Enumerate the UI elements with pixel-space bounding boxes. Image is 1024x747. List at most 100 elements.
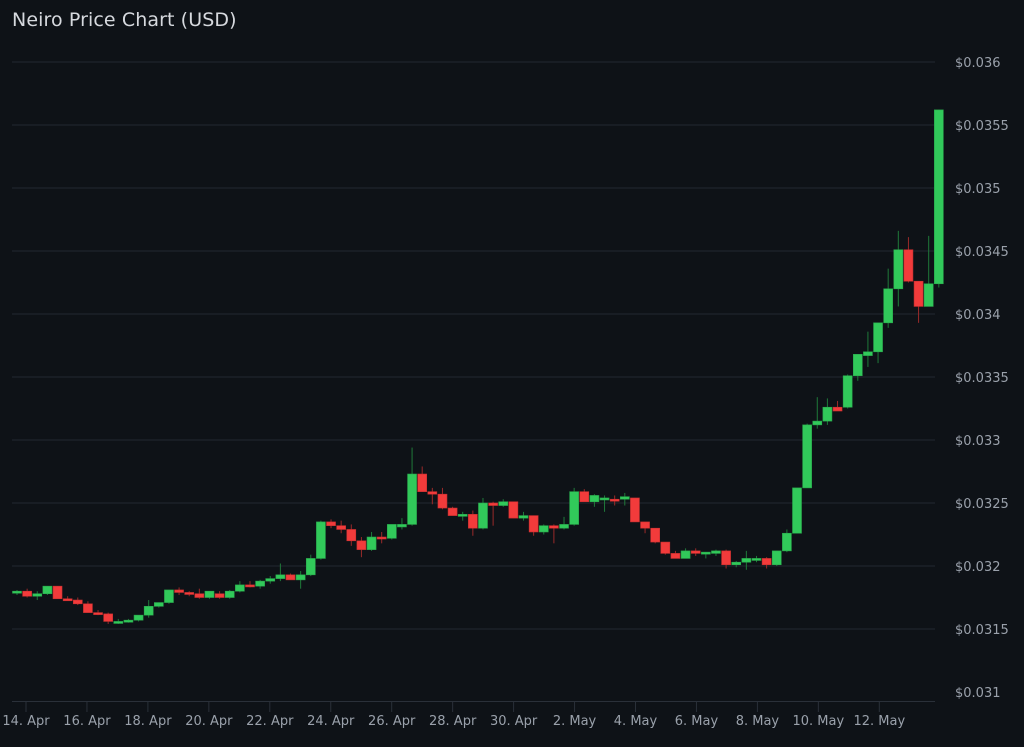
candle-up xyxy=(32,593,43,597)
y-tick-label: $0.035 xyxy=(955,182,1001,197)
candle-up xyxy=(295,574,306,581)
candle-down xyxy=(214,593,225,598)
candle-down xyxy=(62,598,73,602)
candle-down xyxy=(579,491,590,503)
candle-down xyxy=(93,612,103,615)
candle-up xyxy=(235,584,245,592)
candle-down xyxy=(508,501,519,519)
candle-up xyxy=(792,487,802,534)
y-tick-label: $0.033 xyxy=(955,434,1001,449)
candle-up xyxy=(842,375,853,408)
x-tick-label: 10. May xyxy=(793,714,845,729)
candle-up xyxy=(569,491,579,525)
x-axis: 14. Apr 16. Apr 18. Apr 20. Apr 22. Apr 24. A… xyxy=(2,701,935,729)
candles xyxy=(12,109,944,624)
candle-down xyxy=(437,493,448,509)
candle-up xyxy=(316,521,326,559)
candle-down xyxy=(650,527,660,543)
candle-down xyxy=(549,525,559,529)
candle-down xyxy=(447,507,458,516)
candle-up xyxy=(42,585,53,595)
x-tick-label: 24. Apr xyxy=(307,714,355,729)
candle-down xyxy=(417,473,428,492)
candle-up xyxy=(305,558,316,576)
candle-up xyxy=(224,590,235,598)
chart-title: Neiro Price Chart (USD) xyxy=(12,9,237,31)
candle-down xyxy=(427,491,438,495)
candle-up xyxy=(387,524,397,539)
candle-up xyxy=(822,406,833,422)
candle-up xyxy=(518,515,529,519)
candle-down xyxy=(660,541,671,554)
candle-down xyxy=(285,574,296,581)
candle-down xyxy=(194,593,205,598)
x-tick-label: 2. May xyxy=(553,714,597,729)
candle-up xyxy=(802,424,812,489)
candle-down xyxy=(640,521,650,529)
candle-down xyxy=(528,515,539,533)
candle-down xyxy=(22,590,32,597)
candle-down xyxy=(670,553,681,559)
candle-down xyxy=(356,540,367,550)
candle-up xyxy=(538,525,549,533)
x-tick-label: 28. Apr xyxy=(429,714,477,729)
y-tick-label: $0.0325 xyxy=(955,497,1009,512)
y-tick-label: $0.031 xyxy=(955,686,1001,701)
candle-down xyxy=(468,514,478,529)
y-tick-label: $0.0315 xyxy=(955,623,1009,638)
candle-down xyxy=(72,599,83,605)
candle-down xyxy=(721,550,731,566)
candle-up xyxy=(934,109,944,285)
y-tick-label: $0.032 xyxy=(955,560,1001,575)
candle-up xyxy=(164,589,174,603)
candle-up xyxy=(701,551,711,555)
candle-up xyxy=(863,351,873,356)
x-tick-label: 18. Apr xyxy=(124,714,172,729)
x-tick-label: 8. May xyxy=(736,714,780,729)
x-tick-label: 30. Apr xyxy=(490,714,538,729)
candle-up xyxy=(771,550,782,566)
x-tick-label: 6. May xyxy=(675,714,719,729)
candle-down xyxy=(761,558,772,566)
candle-up xyxy=(265,578,276,582)
candle-down xyxy=(336,525,346,530)
candle-down xyxy=(245,584,255,588)
candle-up xyxy=(204,590,215,598)
candle-up xyxy=(478,502,488,529)
candle-up xyxy=(113,621,124,624)
candle-down xyxy=(913,280,924,307)
candle-down xyxy=(83,603,93,613)
candle-up xyxy=(366,536,377,550)
candle-down xyxy=(326,521,336,526)
gridlines xyxy=(12,61,935,630)
candle-down xyxy=(346,529,357,542)
candle-up xyxy=(12,590,22,594)
y-tick-label: $0.0335 xyxy=(955,371,1009,386)
candle-down xyxy=(174,589,184,593)
y-tick-label: $0.0345 xyxy=(955,245,1009,260)
candle-down xyxy=(376,536,387,540)
candle-up xyxy=(751,558,762,561)
candle-up xyxy=(123,619,134,623)
candle-up xyxy=(852,354,863,377)
x-tick-label: 14. Apr xyxy=(2,714,50,729)
candle-up xyxy=(782,532,792,552)
candle-up xyxy=(397,524,407,528)
candle-up xyxy=(498,501,509,506)
candle-up xyxy=(589,495,600,503)
candle-up xyxy=(154,602,164,607)
candle-up xyxy=(275,574,286,579)
candle-up xyxy=(407,473,417,525)
candle-down xyxy=(103,613,113,622)
candle-up xyxy=(731,561,742,566)
candle-up xyxy=(680,550,691,559)
y-tick-label: $0.034 xyxy=(955,308,1001,323)
candle-down xyxy=(184,592,195,595)
candle-down xyxy=(690,550,701,554)
candle-down xyxy=(488,502,498,506)
candle-down xyxy=(609,498,620,502)
y-axis-labels: $0.036 $0.0355 $0.035 $0.0345 $0.034 $0.0335 $… xyxy=(955,56,1009,701)
candle-up xyxy=(873,322,883,353)
candle-up xyxy=(255,580,265,587)
candle-up xyxy=(923,283,934,307)
